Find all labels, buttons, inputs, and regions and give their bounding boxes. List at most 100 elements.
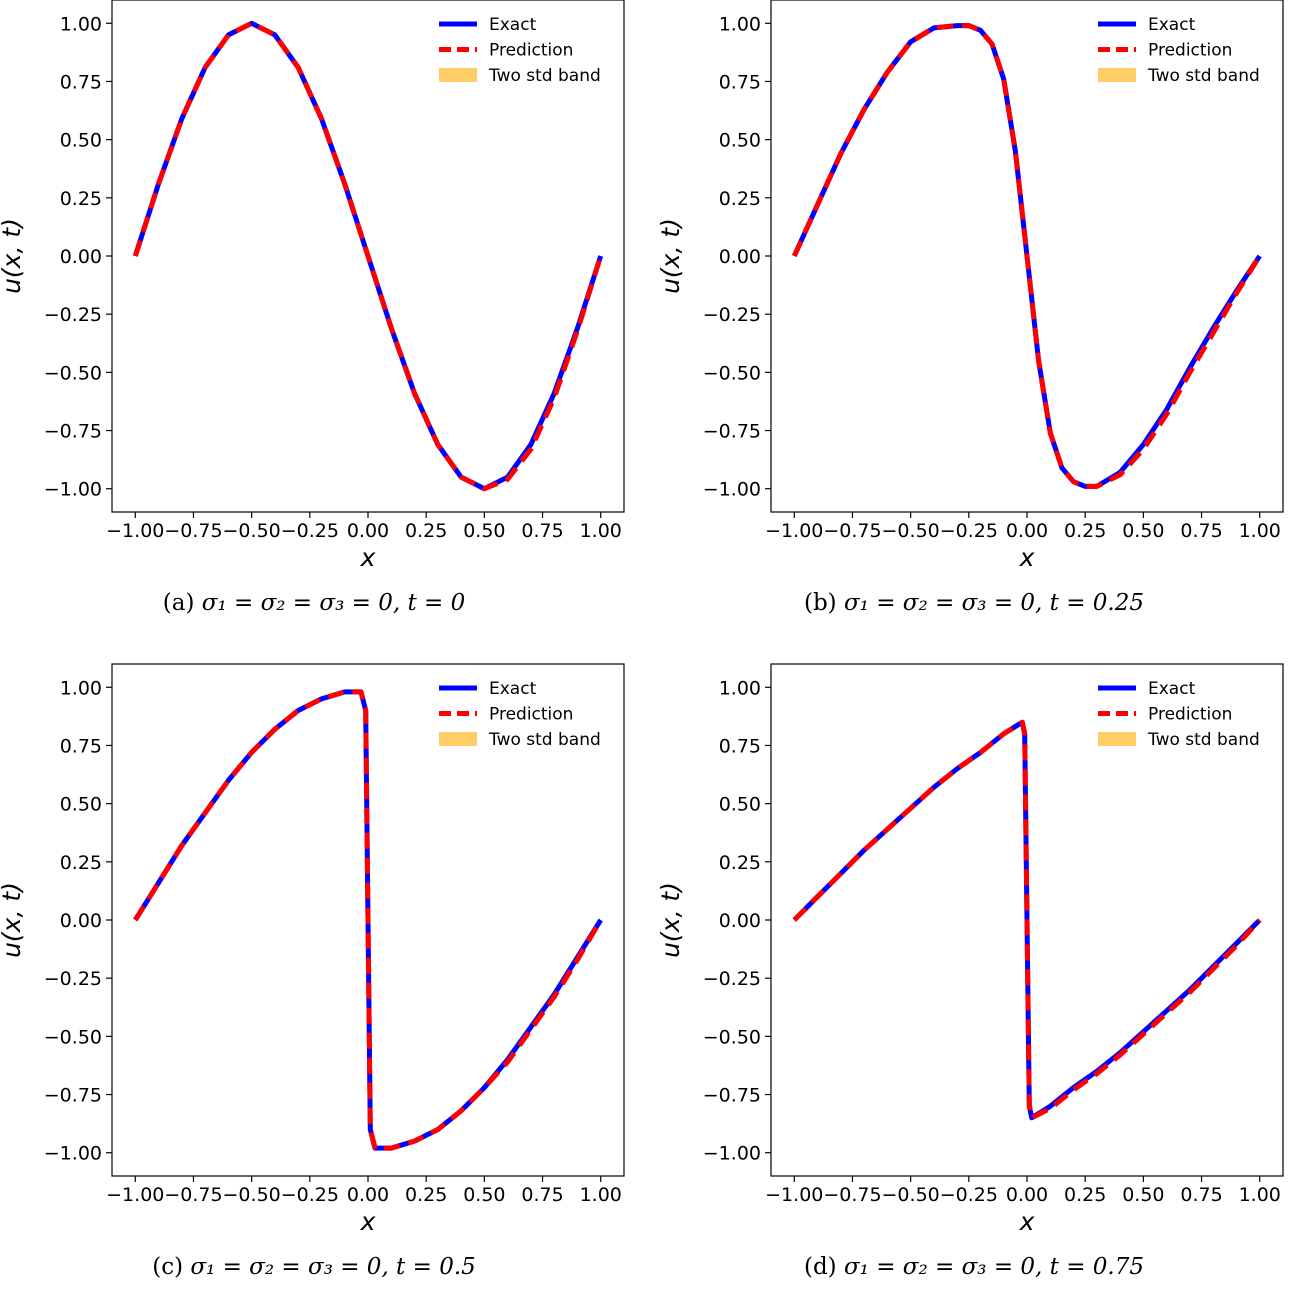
y-tick-label: 0.00 <box>60 910 102 932</box>
x-tick-label: −1.00 <box>765 520 823 542</box>
legend-band-swatch <box>1098 732 1136 746</box>
y-tick-label: −0.75 <box>703 1085 761 1107</box>
y-tick-label: 0.75 <box>719 735 761 757</box>
series-prediction-line <box>132 20 604 492</box>
legend-prediction-label: Prediction <box>1148 705 1232 725</box>
x-tick-label: 0.25 <box>405 520 447 542</box>
x-tick-label: 1.00 <box>580 1184 622 1206</box>
x-tick-label: 0.00 <box>1006 520 1048 542</box>
series-prediction-line <box>133 689 603 1151</box>
y-tick-label: 0.50 <box>60 130 102 152</box>
x-tick-label: −0.25 <box>940 1184 998 1206</box>
x-axis-label: x <box>1019 1207 1035 1236</box>
caption-b: (b) σ₁ = σ₂ = σ₃ = 0, t = 0.25 <box>674 590 1274 616</box>
y-tick-label: −0.50 <box>44 1026 102 1048</box>
y-axis-label: u(x, t) <box>0 882 26 958</box>
y-tick-label: −0.75 <box>703 421 761 443</box>
x-tick-label: −0.25 <box>281 1184 339 1206</box>
y-tick-label: 0.50 <box>719 794 761 816</box>
x-tick-label: −0.25 <box>940 520 998 542</box>
legend-exact-label: Exact <box>489 15 537 35</box>
caption-b-label: (b) <box>803 590 837 616</box>
legend-band-swatch <box>439 68 477 82</box>
legend-band-label: Two std band <box>1147 730 1260 750</box>
caption-a-label: (a) <box>162 590 195 616</box>
legend-exact-label: Exact <box>1148 679 1196 699</box>
x-tick-label: −0.75 <box>164 520 222 542</box>
y-axis-label: u(x, t) <box>0 218 26 294</box>
series-prediction-line <box>792 23 1262 489</box>
x-axis-label: x <box>360 543 376 572</box>
panel-3: −1.00 −0.75 −0.50 −0.25 0.00 0.25 0.50 0.75 1.00… <box>656 663 1284 1236</box>
legend-prediction-label: Prediction <box>1148 41 1232 61</box>
panel-2: −1.00 −0.75 −0.50 −0.25 0.00 0.25 0.50 0.75 1.00… <box>0 663 625 1236</box>
x-tick-label: −0.75 <box>164 1184 222 1206</box>
x-tick-label: 1.00 <box>1239 520 1281 542</box>
legend-prediction-label: Prediction <box>489 41 573 61</box>
caption-c: (c) σ₁ = σ₂ = σ₃ = 0, t = 0.5 <box>14 1254 614 1280</box>
legend-band-label: Two std band <box>488 66 601 86</box>
y-tick-label: 0.00 <box>719 246 761 268</box>
x-tick-label: 0.50 <box>1122 520 1164 542</box>
caption-b-math: σ₁ = σ₂ = σ₃ = 0, t = 0.25 <box>843 590 1145 616</box>
y-tick-label: −0.25 <box>703 304 761 326</box>
x-tick-label: 0.75 <box>1180 520 1222 542</box>
x-tick-label: 0.50 <box>463 1184 505 1206</box>
panel-0: −1.00 −0.75 −0.50 −0.25 0.00 0.25 0.50 0.75 1.00… <box>0 0 625 572</box>
x-tick-label: −1.00 <box>106 1184 164 1206</box>
x-tick-label: −1.00 <box>106 520 164 542</box>
y-tick-label: 0.75 <box>60 71 102 93</box>
y-tick-label: −0.25 <box>44 304 102 326</box>
y-tick-label: −1.00 <box>703 479 761 501</box>
caption-d-label: (d) <box>803 1254 837 1280</box>
y-tick-label: −0.50 <box>703 362 761 384</box>
y-tick-label: 0.50 <box>60 794 102 816</box>
legend-prediction-label: Prediction <box>489 705 573 725</box>
x-tick-label: 0.00 <box>1006 1184 1048 1206</box>
y-tick-label: 0.25 <box>60 188 102 210</box>
x-tick-label: −0.50 <box>882 1184 940 1206</box>
y-tick-label: −0.25 <box>44 968 102 990</box>
x-tick-label: 0.25 <box>1064 1184 1106 1206</box>
x-tick-label: 0.75 <box>521 1184 563 1206</box>
x-axis-label: x <box>1019 543 1035 572</box>
y-tick-label: −0.50 <box>703 1026 761 1048</box>
y-tick-label: 0.00 <box>719 910 761 932</box>
y-tick-label: −1.00 <box>44 479 102 501</box>
panel-1: −1.00 −0.75 −0.50 −0.25 0.00 0.25 0.50 0.75 1.00… <box>656 0 1284 572</box>
y-tick-label: 1.00 <box>719 677 761 699</box>
series-prediction-line <box>792 719 1262 1121</box>
x-tick-label: −0.50 <box>223 520 281 542</box>
y-tick-label: −0.75 <box>44 421 102 443</box>
legend-band-label: Two std band <box>488 730 601 750</box>
y-tick-label: 1.00 <box>60 677 102 699</box>
legend-band-swatch <box>439 732 477 746</box>
x-tick-label: −1.00 <box>765 1184 823 1206</box>
y-tick-label: 1.00 <box>719 13 761 35</box>
x-tick-label: 0.25 <box>405 1184 447 1206</box>
y-tick-label: −0.25 <box>703 968 761 990</box>
y-tick-label: −0.75 <box>44 1085 102 1107</box>
x-tick-label: 0.75 <box>1180 1184 1222 1206</box>
y-tick-label: 1.00 <box>60 13 102 35</box>
legend-band-label: Two std band <box>1147 66 1260 86</box>
legend-exact-label: Exact <box>1148 15 1196 35</box>
x-tick-label: −0.25 <box>281 520 339 542</box>
y-tick-label: −1.00 <box>703 1143 761 1165</box>
y-tick-label: 0.25 <box>60 852 102 874</box>
caption-c-math: σ₁ = σ₂ = σ₃ = 0, t = 0.5 <box>190 1254 476 1280</box>
x-tick-label: −0.75 <box>823 520 881 542</box>
y-tick-label: 0.25 <box>719 852 761 874</box>
x-tick-label: −0.50 <box>223 1184 281 1206</box>
x-tick-label: 0.75 <box>521 520 563 542</box>
y-tick-label: 0.25 <box>719 188 761 210</box>
x-tick-label: 1.00 <box>580 520 622 542</box>
caption-a: (a) σ₁ = σ₂ = σ₃ = 0, t = 0 <box>14 590 614 616</box>
caption-d: (d) σ₁ = σ₂ = σ₃ = 0, t = 0.75 <box>674 1254 1274 1280</box>
legend-band-swatch <box>1098 68 1136 82</box>
y-tick-label: 0.75 <box>60 735 102 757</box>
x-tick-label: −0.75 <box>823 1184 881 1206</box>
x-tick-label: 0.50 <box>1122 1184 1164 1206</box>
legend-exact-label: Exact <box>489 679 537 699</box>
